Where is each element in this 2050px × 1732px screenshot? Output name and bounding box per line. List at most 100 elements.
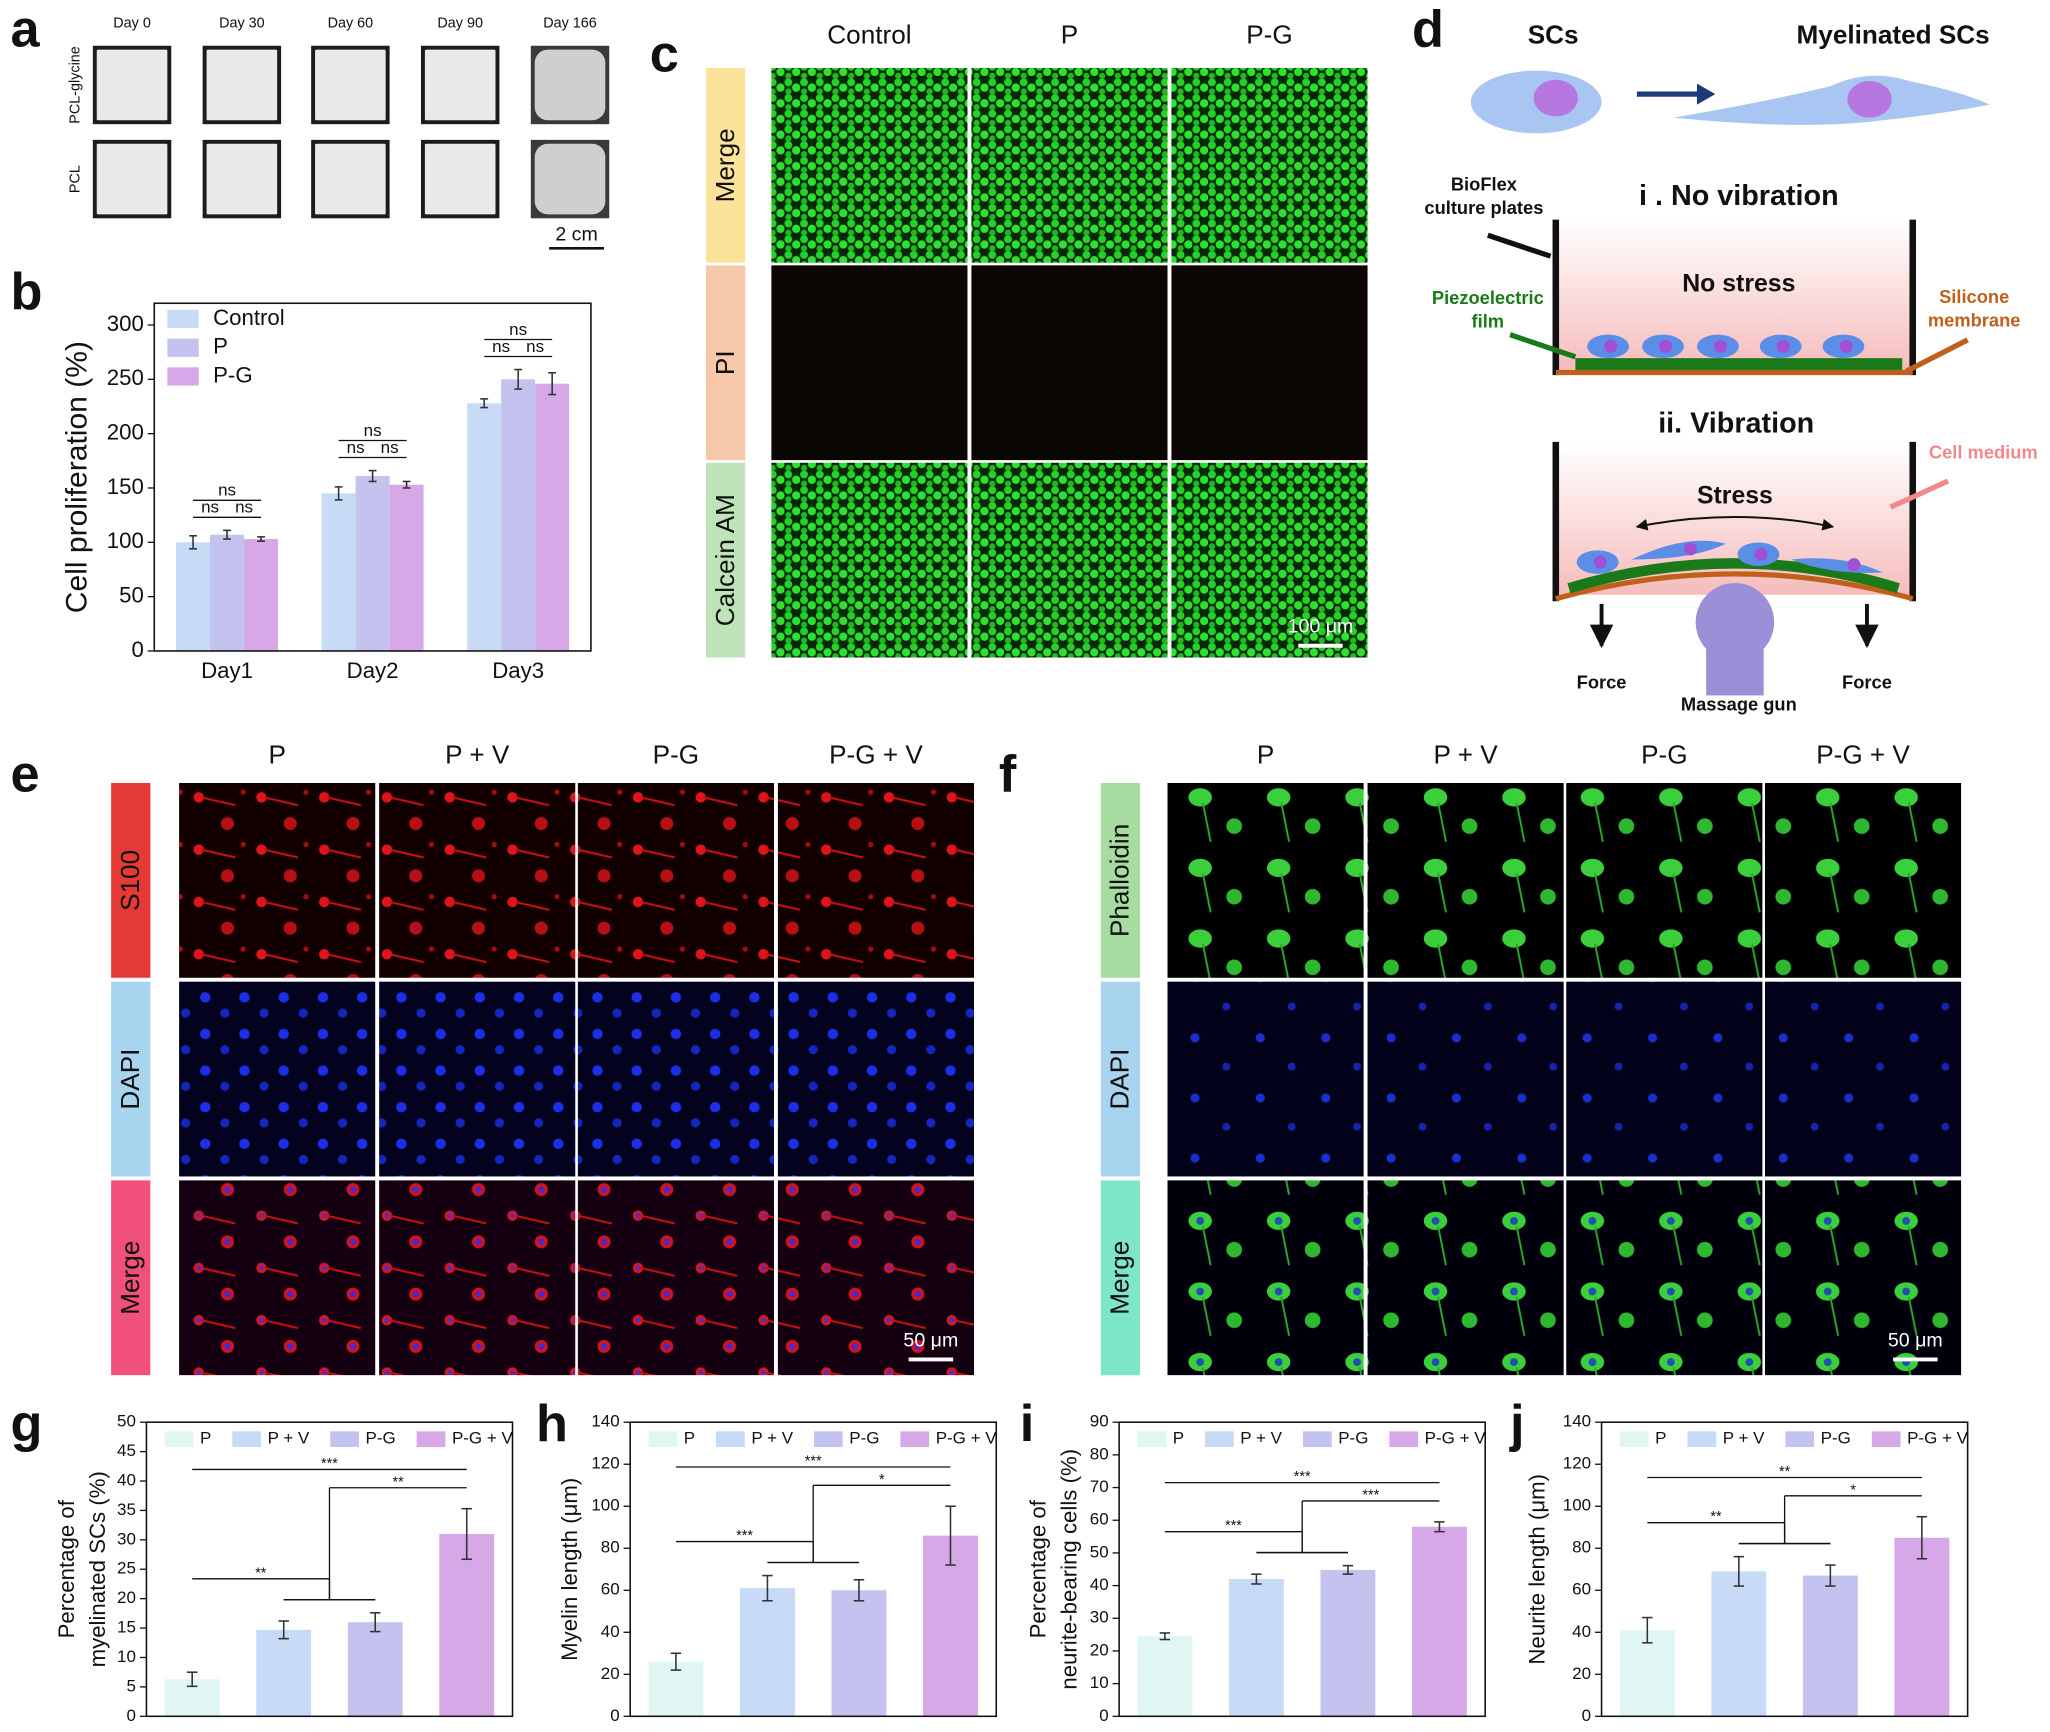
micrograph xyxy=(1367,1180,1564,1376)
panel-letter: g xyxy=(10,1395,42,1453)
y-tick-label: 100 xyxy=(591,1496,619,1515)
y-axis-label: neurite-bearing cells (%) xyxy=(1057,1449,1082,1690)
bar xyxy=(1320,1569,1376,1717)
y-tick-label: 0 xyxy=(127,1706,136,1725)
micrograph xyxy=(1171,462,1368,658)
pointer xyxy=(1904,337,1969,374)
y-tick-label: 120 xyxy=(591,1454,619,1473)
legend-swatch xyxy=(1687,1431,1717,1448)
bar xyxy=(244,539,279,651)
pointer xyxy=(1486,232,1552,259)
panel-letter: e xyxy=(10,746,39,804)
label: Myelinated SCs xyxy=(1797,20,1990,50)
y-tick-label: 80 xyxy=(601,1538,620,1557)
column-label: Day 30 xyxy=(219,15,265,31)
row-label: Merge xyxy=(1105,1241,1135,1315)
significance-bracket: * xyxy=(767,1472,951,1564)
micrograph xyxy=(971,67,1168,263)
significance-label: ns xyxy=(347,438,365,457)
y-tick-label: 0 xyxy=(1099,1706,1108,1725)
legend-swatch xyxy=(716,1431,745,1448)
y-axis-label: Percentage of xyxy=(1025,1499,1050,1638)
nucleus xyxy=(1754,547,1768,561)
y-axis-label: Myelin length (μm) xyxy=(557,1478,582,1661)
row-strip xyxy=(705,265,746,461)
plot-frame xyxy=(1600,1421,1969,1718)
legend-swatch xyxy=(232,1431,262,1448)
y-axis-label: Cell proliferation (%) xyxy=(60,341,93,613)
column-label: P-G xyxy=(1641,740,1687,770)
bar xyxy=(347,1622,403,1717)
column-label: Day 166 xyxy=(543,15,597,31)
sample xyxy=(315,49,386,121)
significance-label: *** xyxy=(1294,1469,1311,1485)
legend-label: P-G xyxy=(213,362,253,387)
sample xyxy=(96,143,168,215)
micrograph xyxy=(379,1180,576,1376)
bar xyxy=(535,383,570,651)
cells xyxy=(1587,334,1865,359)
y-axis-label: Neurite length (μm) xyxy=(1525,1474,1550,1665)
legend-label: P-G + V xyxy=(936,1429,998,1448)
label: Piezoelectric xyxy=(1432,287,1544,308)
y-tick-label: 5 xyxy=(127,1676,136,1695)
legend-swatch xyxy=(1619,1431,1649,1448)
significance-label: * xyxy=(879,1472,885,1488)
y-tick-label: 20 xyxy=(1572,1664,1591,1683)
y-tick-label: 45 xyxy=(117,1441,136,1460)
significance-bracket: ** xyxy=(283,1474,467,1601)
y-axis-label: Percentage of xyxy=(54,1499,79,1638)
nucleus xyxy=(1604,339,1618,353)
significance-label: ns xyxy=(201,498,219,517)
panel-letter: h xyxy=(536,1395,568,1453)
row-label: DAPI xyxy=(115,1049,145,1110)
micrograph xyxy=(179,1180,376,1376)
column-label: P + V xyxy=(1434,740,1499,770)
micrograph xyxy=(771,265,968,461)
error-bar xyxy=(368,469,377,483)
significance-bracket: * xyxy=(1738,1482,1922,1545)
scale-label: 50 μm xyxy=(903,1329,958,1351)
sample xyxy=(96,49,168,121)
gun-body xyxy=(1706,645,1764,696)
significance-bracket: ns xyxy=(484,337,519,358)
error-bar xyxy=(514,368,523,390)
error-bar xyxy=(189,535,197,550)
column-label: P xyxy=(1257,740,1274,770)
legend-swatch xyxy=(1204,1431,1234,1448)
bar xyxy=(1894,1537,1950,1717)
error-bar xyxy=(461,1507,472,1561)
y-tick-label: 30 xyxy=(117,1529,136,1548)
micrograph xyxy=(1566,782,1763,978)
significance-bracket: ns xyxy=(518,337,553,358)
significance-bracket: ns xyxy=(484,320,553,341)
cell xyxy=(1791,558,1883,573)
y-tick-label: 60 xyxy=(601,1580,620,1599)
label: BioFlex xyxy=(1451,173,1518,194)
significance-bracket: *** xyxy=(1164,1469,1440,1485)
column-label: P + V xyxy=(445,740,510,770)
column-label: P-G xyxy=(653,740,699,770)
y-tick-label: 20 xyxy=(117,1588,136,1607)
error-bar xyxy=(1642,1616,1653,1644)
significance-bracket: ns xyxy=(227,498,262,518)
y-tick-label: 150 xyxy=(107,474,144,499)
x-tick-label: Day1 xyxy=(201,658,253,683)
panel-letter: a xyxy=(10,0,40,58)
label: culture plates xyxy=(1424,197,1543,218)
label: Stress xyxy=(1697,482,1773,509)
bar xyxy=(256,1629,312,1717)
significance-bracket: *** xyxy=(1164,1518,1348,1554)
column-label: P xyxy=(1061,20,1078,50)
myelinated-cell xyxy=(1673,75,1990,125)
significance-label: ns xyxy=(235,498,253,517)
legend-swatch xyxy=(416,1431,446,1448)
nucleus xyxy=(1847,81,1892,118)
label: SCs xyxy=(1528,20,1579,50)
row-label: Merge xyxy=(710,128,740,202)
significance-bracket: *** xyxy=(675,1454,951,1470)
label: Massage gun xyxy=(1681,694,1797,715)
micrograph xyxy=(1171,265,1368,461)
pointer xyxy=(1889,478,1950,510)
